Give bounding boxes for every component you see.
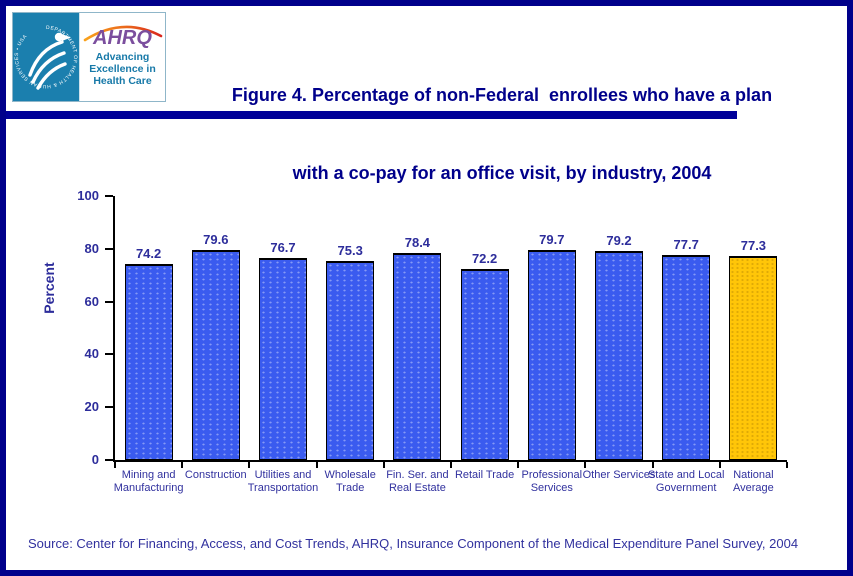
ahrq-arc-icon <box>83 25 163 42</box>
x-axis-tick <box>786 462 788 468</box>
bar-industry <box>191 249 240 460</box>
y-axis-tick-label: 0 <box>91 452 99 467</box>
x-axis-category-label: State and Local Government <box>647 469 725 494</box>
y-axis-tick <box>105 247 113 250</box>
bar-value-label: 79.2 <box>606 232 632 248</box>
x-axis-category-label: Mining and Manufacturing <box>113 469 184 494</box>
x-axis-category-label: Fin. Ser. and Real Estate <box>386 469 449 494</box>
x-axis-category-label: Construction <box>184 469 247 481</box>
y-axis-tick <box>105 195 113 197</box>
tagline-line: Excellence in <box>89 63 156 75</box>
bar-value-label: 77.3 <box>740 237 767 253</box>
x-axis-tick <box>114 462 116 468</box>
ahrq-logo: DEPARTMENT OF HEALTH & HUMAN SERVICES • … <box>12 12 166 102</box>
x-axis-tick <box>651 462 654 468</box>
bar-value-label: 76.7 <box>270 239 296 255</box>
y-axis-tick <box>105 406 113 409</box>
header-divider-bar <box>6 111 737 119</box>
y-axis-tick-label: 60 <box>84 293 99 309</box>
bar-industry <box>460 269 509 460</box>
y-axis-tick <box>105 300 113 303</box>
bar-industry <box>259 257 307 460</box>
x-axis-tick <box>248 462 251 468</box>
x-axis-category-label: Other Services <box>582 469 656 481</box>
y-axis-tick-label: 40 <box>84 346 99 362</box>
bar-value-label: 72.2 <box>471 251 498 267</box>
x-axis-tick <box>315 462 318 468</box>
source-note: Source: Center for Financing, Access, an… <box>28 536 799 551</box>
x-axis-tick <box>382 462 385 468</box>
svg-text:DEPARTMENT OF HEALTH & HUMAN S: DEPARTMENT OF HEALTH & HUMAN SERVICES • … <box>14 25 78 89</box>
y-axis-tick-label: 80 <box>84 240 99 256</box>
y-axis-tick <box>105 353 113 356</box>
ahrq-tagline: Advancing Excellence in Health Care <box>89 51 156 87</box>
bar-chart-plot-area: 0 20 40 60 80 100 74.2 Mining and Manufacturing… <box>77 188 788 494</box>
bar-value-label: 74.2 <box>135 246 162 262</box>
y-axis-tick-label: 100 <box>77 188 99 203</box>
bar-industry <box>326 261 375 460</box>
y-axis-title: Percent <box>41 262 57 314</box>
bar-value-label: 77.7 <box>673 236 699 252</box>
x-axis-category-label: Retail Trade <box>454 469 515 481</box>
figure-title-line1: Figure 4. Percentage of non-Federal enro… <box>231 85 773 105</box>
tagline-line: Advancing <box>95 51 150 63</box>
x-axis-category-label: Wholesale Trade <box>324 469 376 494</box>
bar-value-label: 78.4 <box>404 235 431 251</box>
bar-value-label: 79.7 <box>539 231 565 247</box>
x-axis-tick <box>181 462 184 468</box>
seal-circular-text: DEPARTMENT OF HEALTH & HUMAN SERVICES • … <box>14 25 77 89</box>
figure-title-line2: with a co-pay for an office visit, by in… <box>292 163 712 183</box>
bar-industry <box>393 253 442 460</box>
hhs-eagle-icon: DEPARTMENT OF HEALTH & HUMAN SERVICES • … <box>14 25 78 90</box>
x-axis-category-label: National Average <box>733 469 774 494</box>
bar-industry <box>527 249 576 460</box>
ahrq-acronym: AHRQ <box>93 27 152 49</box>
x-axis-tick <box>718 462 721 468</box>
ahrq-logo-right-panel: AHRQ Advancing Excellence in Health Care <box>79 13 165 101</box>
bar-industry <box>124 264 173 460</box>
x-axis-category-label: Professional Services <box>521 469 583 494</box>
tagline-line: Health Care <box>93 75 152 87</box>
figure-title: Figure 4. Percentage of non-Federal enro… <box>161 30 843 238</box>
bar-industry <box>595 250 643 460</box>
x-axis-tick <box>584 462 587 468</box>
x-axis-category-label: Utilities and Transportation <box>247 469 319 494</box>
y-axis-tick <box>105 459 113 461</box>
x-axis-tick <box>517 462 520 468</box>
bar-industry <box>662 254 711 460</box>
hhs-seal-icon: DEPARTMENT OF HEALTH & HUMAN SERVICES • … <box>13 13 79 101</box>
bar-national-average <box>729 255 778 460</box>
x-axis-tick <box>450 462 452 468</box>
bar-value-label: 79.6 <box>203 231 229 247</box>
y-axis-tick-label: 20 <box>84 399 99 415</box>
bar-value-label: 75.3 <box>337 243 363 259</box>
